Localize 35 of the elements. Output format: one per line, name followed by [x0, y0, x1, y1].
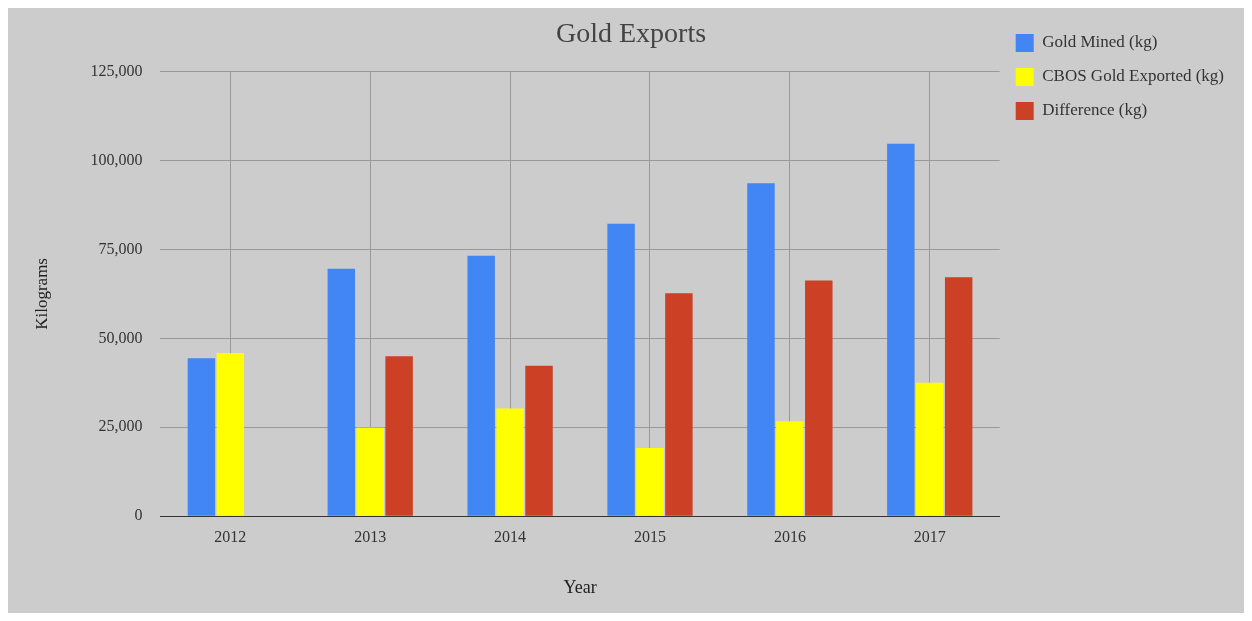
bar — [636, 447, 664, 516]
bar — [216, 352, 245, 516]
y-tick-label: 75,000 — [98, 239, 143, 257]
bar — [887, 143, 915, 516]
y-axis-title: Kilograms — [31, 258, 51, 330]
bar — [665, 293, 693, 516]
x-tick-label: 2013 — [354, 528, 387, 545]
y-tick-label: 100,000 — [90, 150, 143, 168]
chart-title: Gold Exports — [555, 17, 707, 49]
bar — [525, 365, 553, 516]
y-tick-label: 25,000 — [98, 417, 143, 435]
bar — [916, 382, 944, 516]
bar — [496, 408, 524, 516]
y-tick-label: 50,000 — [98, 328, 143, 346]
bar — [327, 268, 356, 516]
x-tick-label: 2015 — [633, 528, 666, 545]
y-tick-label: 125,000 — [90, 61, 143, 79]
bar — [385, 356, 413, 516]
x-axis-title: Year — [563, 576, 597, 597]
x-tick-label: 2016 — [773, 528, 806, 545]
legend-label: Gold Mined (kg) — [1042, 32, 1158, 52]
x-tick-label: 2014 — [494, 528, 527, 545]
bar — [747, 183, 775, 516]
bar — [805, 280, 833, 516]
legend-label: Difference (kg) — [1042, 100, 1148, 120]
x-tick-label: 2012 — [214, 528, 247, 545]
legend-label: CBOS Gold Exported (kg) — [1042, 66, 1224, 86]
y-tick-label: 0 — [134, 506, 143, 524]
bar — [356, 427, 384, 516]
x-tick-label: 2017 — [913, 528, 946, 545]
bar — [187, 358, 216, 516]
bar — [607, 223, 635, 516]
bar — [944, 277, 973, 516]
bar — [776, 421, 804, 516]
bar — [467, 255, 495, 516]
